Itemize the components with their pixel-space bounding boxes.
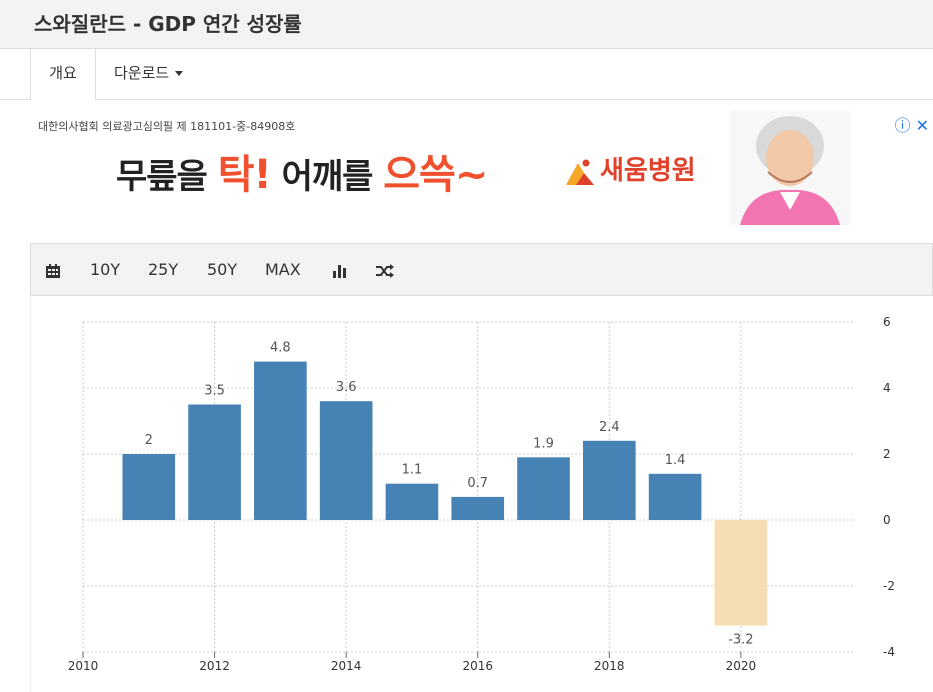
y-tick-label: 6 — [883, 315, 891, 329]
bar-2012 — [188, 404, 241, 520]
y-tick-label: 4 — [883, 381, 891, 395]
ad-brand-name: 새움병원 — [600, 156, 696, 186]
shuffle-icon[interactable] — [375, 244, 395, 297]
tab-bar: 개요 다운로드 — [0, 49, 933, 100]
calendar-icon[interactable] — [45, 244, 61, 297]
ad-slogan-accent1: 탁! — [217, 152, 272, 198]
bar-chart-icon[interactable] — [332, 244, 348, 297]
tab-overview[interactable]: 개요 — [30, 49, 96, 100]
ad-slogan-accent2: 으쓱~ — [383, 152, 488, 198]
data-label-2016: 0.7 — [467, 476, 488, 491]
bar-2019 — [648, 473, 702, 520]
x-tick-label: 2020 — [726, 659, 757, 673]
ad-slogan-part1: 무릎을 — [116, 157, 218, 197]
data-label-2012: 3.5 — [204, 384, 225, 399]
ad-slogan-part2: 어깨를 — [270, 157, 384, 197]
bar-2020 — [714, 520, 768, 626]
data-label-2011: 2 — [145, 433, 153, 448]
data-label-2013: 4.8 — [270, 341, 291, 356]
gdp-growth-bar-chart: 6 4 2 0 -2 -4 2010 2012 2014 2016 2018 2020 2 3.5 4.8 3… — [68, 315, 895, 673]
data-label-2015: 1.1 — [402, 463, 423, 478]
data-label-2019: 1.4 — [665, 453, 686, 468]
title-bar: 스와질란드 - GDP 연간 성장률 — [0, 0, 933, 49]
bar-2013 — [254, 361, 307, 520]
tab-download-label: 다운로드 — [114, 64, 170, 82]
chart-toolbar: 10Y 25Y 50Y MAX — [30, 243, 933, 296]
chart-area: 6 4 2 0 -2 -4 2010 2012 2014 2016 2018 2020 2 3.5 4.8 3… — [30, 297, 933, 692]
x-tick-label: 2014 — [331, 659, 362, 673]
caret-down-icon — [175, 71, 184, 76]
data-label-2018: 2.4 — [599, 420, 620, 435]
ad-brand: 새움병원 — [562, 150, 696, 187]
ad-controls: ⓘ ✕ — [894, 112, 929, 136]
tab-overview-label: 개요 — [49, 64, 77, 82]
range-50y-button[interactable]: 50Y — [207, 260, 238, 279]
bar-2011 — [122, 454, 176, 520]
bar-2016 — [451, 496, 505, 520]
x-tick-label: 2010 — [68, 659, 99, 673]
bar-2015 — [385, 483, 439, 520]
range-10y-button[interactable]: 10Y — [90, 260, 121, 279]
ad-notice: 대한의사협회 의료광고심의필 제 181101-중-84908호 — [38, 120, 296, 133]
y-tick-label: -2 — [883, 579, 895, 593]
y-tick-label: 2 — [883, 447, 891, 461]
x-tick-label: 2018 — [594, 659, 625, 673]
tab-download-dropdown[interactable]: 다운로드 — [98, 49, 199, 99]
close-icon[interactable]: ✕ — [915, 116, 929, 135]
ad-slogan: 무릎을 탁! 어깨를 으쓱~ — [116, 142, 488, 200]
brand-logo-icon — [566, 159, 594, 185]
y-tick-label: -4 — [883, 645, 895, 659]
range-25y-button[interactable]: 25Y — [148, 260, 179, 279]
page-title: 스와질란드 - GDP 연간 성장률 — [34, 12, 302, 36]
x-tick-label: 2012 — [199, 659, 230, 673]
x-tick-label: 2016 — [462, 659, 493, 673]
advertisement-banner[interactable]: 대한의사협회 의료광고심의필 제 181101-중-84908호 무릎을 탁! … — [30, 100, 933, 225]
info-icon[interactable]: ⓘ — [894, 116, 911, 135]
range-max-button[interactable]: MAX — [265, 260, 301, 279]
data-label-2017: 1.9 — [533, 436, 554, 451]
ad-person-image — [730, 110, 850, 225]
bar-2017 — [517, 457, 570, 520]
data-label-2020: -3.2 — [728, 633, 753, 648]
bar-2018 — [583, 440, 636, 520]
data-label-2014: 3.6 — [336, 380, 357, 395]
y-tick-label: 0 — [883, 513, 891, 527]
bar-2014 — [319, 401, 373, 520]
